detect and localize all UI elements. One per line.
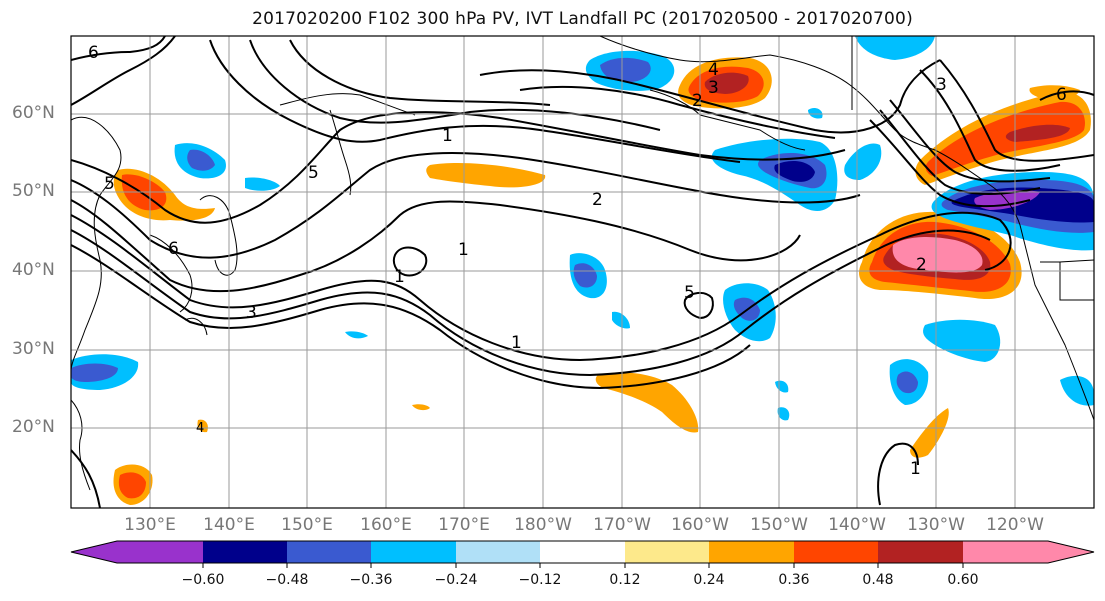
coastlines	[71, 36, 1094, 491]
contour-label: 3	[936, 75, 947, 95]
colorbar-tick-label: 0.24	[693, 572, 725, 588]
contour-label: 3	[708, 78, 719, 98]
colorbar	[70, 540, 1095, 568]
colorbar-extend-low	[71, 541, 117, 563]
contour-label: 3	[246, 303, 257, 323]
colorbar-tick-label: 0.60	[947, 572, 979, 588]
contour-label: 1	[458, 240, 469, 260]
contour-label: 6	[168, 239, 179, 259]
lat-label: 60°N	[12, 103, 55, 123]
contour-label: 6	[88, 43, 99, 63]
lat-label: 40°N	[12, 260, 55, 280]
colorbar-tick-label: −0.24	[434, 572, 478, 588]
lon-label: 180°W	[514, 515, 572, 535]
contour-label: 5	[308, 163, 319, 183]
lon-label: 140°W	[828, 515, 886, 535]
lon-label: 130°W	[907, 515, 965, 535]
contour-label: 1	[511, 333, 522, 353]
lon-label: 120°W	[986, 515, 1044, 535]
lon-label: 170°E	[438, 515, 490, 535]
colorbar-tick-label: −0.12	[518, 572, 562, 588]
contour-label: 2	[592, 190, 603, 210]
contour-label: 1	[442, 126, 453, 146]
lat-lon-grid	[71, 36, 1094, 508]
lon-label: 160°W	[671, 515, 729, 535]
contour-label: 2	[692, 91, 703, 111]
contour-label: 1	[910, 459, 921, 479]
colorbar-tick-label: 0.12	[609, 572, 641, 588]
contour-label: 4	[196, 421, 204, 436]
lat-label: 30°N	[12, 339, 55, 359]
lat-label: 20°N	[12, 417, 55, 437]
lon-label: 150°W	[750, 515, 808, 535]
lon-label: 170°W	[593, 515, 651, 535]
contour-label: 1	[394, 267, 405, 287]
colorbar-tick-label: −0.36	[349, 572, 393, 588]
contour-label: 5	[684, 283, 695, 303]
pv-anomaly-shading	[71, 36, 1094, 505]
colorbar-tick-label: −0.48	[265, 572, 309, 588]
lon-label: 150°E	[281, 515, 333, 535]
contour-label: 4	[708, 60, 719, 80]
colorbar-tick-label: 0.48	[862, 572, 894, 588]
chart-title: 2017020200 F102 300 hPa PV, IVT Landfall…	[252, 9, 913, 29]
lon-label: 160°E	[360, 515, 412, 535]
lon-label: 130°E	[124, 515, 176, 535]
lon-label: 140°E	[203, 515, 255, 535]
lat-label: 50°N	[12, 181, 55, 201]
colorbar-tick-label: −0.60	[181, 572, 225, 588]
colorbar-tick-label: 0.36	[778, 572, 810, 588]
contour-label: 6	[1056, 85, 1067, 105]
contour-label: 5	[104, 174, 115, 194]
contour-label: 2	[916, 255, 927, 275]
map-border	[70, 35, 1095, 509]
colorbar-extend-high	[1048, 541, 1094, 563]
